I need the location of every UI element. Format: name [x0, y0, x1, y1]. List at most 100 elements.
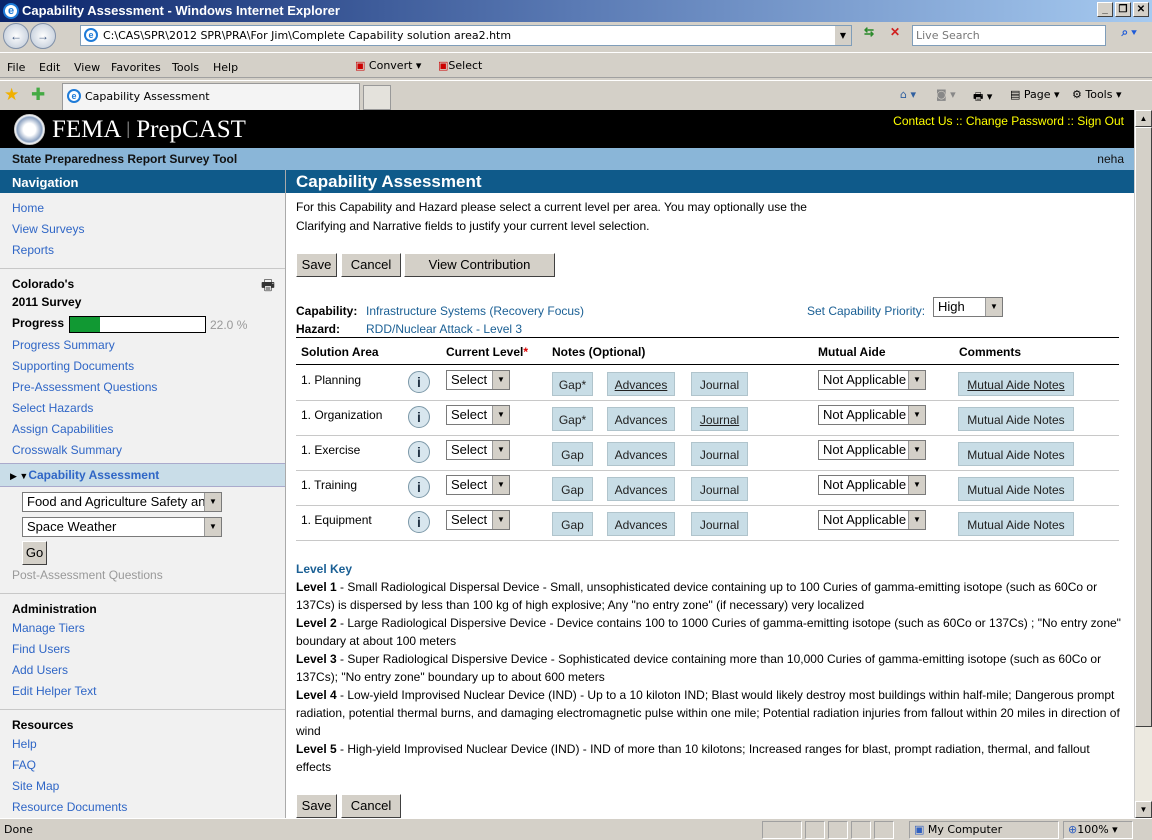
mutual-aide-select[interactable]: Not Applicable ▼	[818, 370, 926, 390]
journal-button[interactable]: Journal	[691, 372, 748, 396]
current-level-select[interactable]: Select ▼	[446, 370, 510, 390]
sidebar-item-crosswalk-summary[interactable]: Crosswalk Summary	[12, 443, 123, 457]
go-button[interactable]: Go	[22, 541, 47, 565]
tools-menu[interactable]: ⚙ Tools ▾	[1072, 88, 1122, 101]
feeds-icon[interactable]: ◙ ▾	[936, 88, 956, 101]
journal-button[interactable]: Journal	[691, 477, 748, 501]
forward-button[interactable]: →	[30, 23, 56, 49]
refresh-icon[interactable]: ⇆	[863, 25, 875, 39]
sidebar-item-reports[interactable]: Reports	[12, 243, 55, 257]
priority-select[interactable]: High ▼	[933, 297, 1003, 317]
scroll-up-icon[interactable]: ▲	[1135, 110, 1152, 127]
info-icon[interactable]: i	[408, 511, 430, 533]
mutual-aide-notes-button[interactable]: Mutual Aide Notes	[958, 477, 1074, 501]
new-tab-button[interactable]	[363, 85, 391, 110]
menu-tools[interactable]: Tools	[172, 61, 200, 74]
sidebar-item-add-users[interactable]: Add Users	[12, 663, 69, 677]
gap-button[interactable]: Gap*	[552, 407, 593, 431]
view-contribution-button[interactable]: View Contribution	[404, 253, 555, 277]
cancel-button-bottom[interactable]: Cancel	[341, 794, 401, 818]
info-icon[interactable]: i	[408, 441, 430, 463]
print-icon[interactable]: 🖶 ▾	[973, 90, 993, 103]
save-button[interactable]: Save	[296, 253, 337, 277]
sidebar-item-view-surveys[interactable]: View Surveys	[12, 222, 85, 236]
gap-button[interactable]: Gap	[552, 477, 593, 501]
current-level-select[interactable]: Select ▼	[446, 510, 510, 530]
mutual-aide-select[interactable]: Not Applicable ▼	[818, 510, 926, 530]
sidebar-item-home[interactable]: Home	[12, 201, 45, 215]
scroll-down-icon[interactable]: ▼	[1135, 801, 1152, 818]
sidebar-item-supporting-documents[interactable]: Supporting Documents	[12, 359, 135, 373]
contact-us-link[interactable]: Contact Us	[893, 114, 953, 128]
mutual-aide-notes-button[interactable]: Mutual Aide Notes	[958, 407, 1074, 431]
capability-select[interactable]: Food and Agriculture Safety an ▼	[22, 492, 222, 512]
sidebar-item-select-hazards[interactable]: Select Hazards	[12, 401, 94, 415]
mutual-aide-notes-button[interactable]: Mutual Aide Notes	[958, 442, 1074, 466]
select-button[interactable]: ▣Select	[438, 59, 482, 72]
advances-button[interactable]: Advances	[607, 372, 675, 396]
menu-view[interactable]: View	[74, 61, 101, 74]
search-input[interactable]: Live Search	[912, 25, 1106, 46]
current-level-value: Select	[451, 407, 488, 422]
journal-button[interactable]: Journal	[691, 442, 748, 466]
sidebar-item-assign-capabilities[interactable]: Assign Capabilities	[12, 422, 114, 436]
hazard-select[interactable]: Space Weather ▼	[22, 517, 222, 537]
advances-button[interactable]: Advances	[607, 512, 675, 536]
mutual-aide-select[interactable]: Not Applicable ▼	[818, 475, 926, 495]
sidebar-item-resource-documents[interactable]: Resource Documents	[12, 800, 128, 814]
current-level-select[interactable]: Select ▼	[446, 405, 510, 425]
home-icon[interactable]: ⌂ ▾	[900, 88, 917, 101]
advances-button[interactable]: Advances	[607, 442, 675, 466]
gap-button[interactable]: Gap	[552, 442, 593, 466]
stop-icon[interactable]: ✕	[889, 25, 901, 39]
menu-file[interactable]: File	[7, 61, 26, 74]
gap-button[interactable]: Gap	[552, 512, 593, 536]
search-icon[interactable]: ⌕ ▾	[1121, 25, 1137, 39]
info-icon[interactable]: i	[408, 476, 430, 498]
menu-help[interactable]: Help	[213, 61, 239, 74]
change-password-link[interactable]: Change Password	[965, 114, 1064, 128]
mutual-aide-select[interactable]: Not Applicable ▼	[818, 440, 926, 460]
sign-out-link[interactable]: Sign Out	[1077, 114, 1124, 128]
cancel-button[interactable]: Cancel	[341, 253, 401, 277]
page-menu[interactable]: ▤ Page ▾	[1010, 88, 1060, 101]
journal-button[interactable]: Journal	[691, 407, 748, 431]
minimize-button[interactable]: _	[1097, 2, 1113, 17]
address-bar[interactable]: e C:\CAS\SPR\2012 SPR\PRA\For Jim\Comple…	[80, 25, 852, 46]
mutual-aide-notes-button[interactable]: Mutual Aide Notes	[958, 512, 1074, 536]
print-survey-icon[interactable]: 🖶	[260, 277, 275, 294]
advances-button[interactable]: Advances	[607, 477, 675, 501]
info-icon[interactable]: i	[408, 371, 430, 393]
current-level-select[interactable]: Select ▼	[446, 475, 510, 495]
sidebar-item-pre-assessment[interactable]: Pre-Assessment Questions	[12, 380, 158, 394]
sidebar-item-edit-helper-text[interactable]: Edit Helper Text	[12, 684, 97, 698]
sidebar-item-site-map[interactable]: Site Map	[12, 779, 60, 793]
gap-button[interactable]: Gap*	[552, 372, 593, 396]
add-favorites-icon[interactable]: ✚	[31, 85, 46, 104]
close-window-button[interactable]: ✕	[1133, 2, 1149, 17]
menu-favorites[interactable]: Favorites	[111, 61, 161, 74]
save-button-bottom[interactable]: Save	[296, 794, 337, 818]
mutual-aide-notes-button[interactable]: Mutual Aide Notes	[958, 372, 1074, 396]
browser-tab[interactable]: e Capability Assessment	[62, 83, 360, 110]
sidebar-item-faq[interactable]: FAQ	[12, 758, 37, 772]
back-button[interactable]: ←	[3, 23, 29, 49]
sidebar-item-progress-summary[interactable]: Progress Summary	[12, 338, 115, 352]
convert-button[interactable]: ▣ Convert ▾	[355, 59, 422, 72]
favorites-star-icon[interactable]: ★	[4, 85, 20, 104]
sidebar-item-find-users[interactable]: Find Users	[12, 642, 71, 656]
restore-button[interactable]: ❐	[1115, 2, 1131, 17]
mutual-aide-select[interactable]: Not Applicable ▼	[818, 405, 926, 425]
menu-edit[interactable]: Edit	[39, 61, 61, 74]
sidebar-item-manage-tiers[interactable]: Manage Tiers	[12, 621, 85, 635]
sidebar-item-help[interactable]: Help	[12, 737, 37, 751]
zoom-control[interactable]: ⊕100% ▾	[1063, 821, 1133, 839]
address-dropdown-icon[interactable]: ▼	[835, 26, 851, 45]
vertical-scrollbar[interactable]: ▲ ▼	[1134, 110, 1152, 818]
journal-button[interactable]: Journal	[691, 512, 748, 536]
scroll-thumb[interactable]	[1135, 127, 1152, 727]
info-icon[interactable]: i	[408, 406, 430, 428]
advances-button[interactable]: Advances	[607, 407, 675, 431]
sidebar-item-capability-assessment[interactable]: ▶ ▼Capability Assessment	[0, 463, 285, 487]
current-level-select[interactable]: Select ▼	[446, 440, 510, 460]
